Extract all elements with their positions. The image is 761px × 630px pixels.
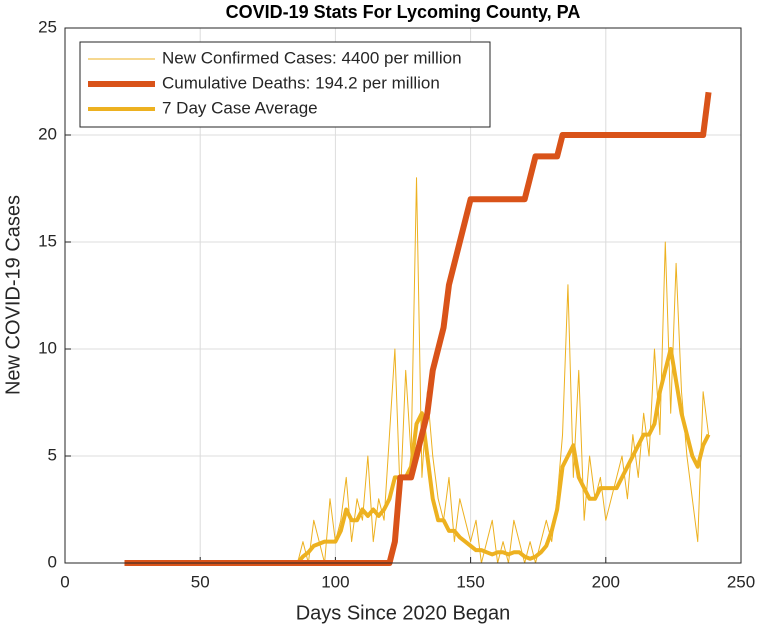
axes-box <box>64 27 742 564</box>
y-tick-label: 20 <box>38 124 57 143</box>
legend-label: Cumulative Deaths: 194.2 per million <box>162 73 440 92</box>
y-tick-label: 25 <box>38 17 57 36</box>
y-axis-label: New COVID-19 Cases <box>2 195 24 395</box>
x-tick-label: 100 <box>321 572 349 591</box>
x-tick-label: 50 <box>191 572 210 591</box>
x-axis-label: Days Since 2020 Began <box>296 602 511 624</box>
x-tick-label: 150 <box>456 572 484 591</box>
x-tick-label: 0 <box>60 572 69 591</box>
y-tick-label: 0 <box>48 552 57 571</box>
legend-label: 7 Day Case Average <box>162 98 318 117</box>
y-tick-label: 10 <box>38 338 57 357</box>
chart-title: COVID-19 Stats For Lycoming County, PA <box>226 2 581 22</box>
x-tick-label: 200 <box>592 572 620 591</box>
y-tick-label: 15 <box>38 231 57 250</box>
y-tick-label: 5 <box>48 445 57 464</box>
x-tick-label: 250 <box>727 572 755 591</box>
legend-label: New Confirmed Cases: 4400 per million <box>162 48 462 67</box>
